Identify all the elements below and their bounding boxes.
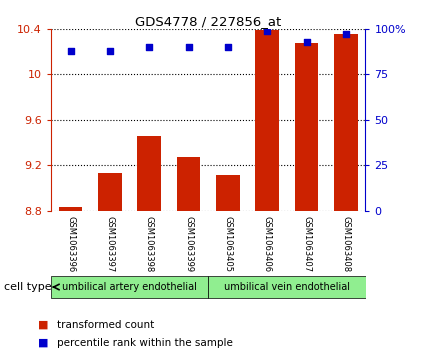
- Bar: [208, 276, 366, 298]
- Point: [224, 44, 231, 50]
- Bar: [137, 136, 161, 211]
- Text: percentile rank within the sample: percentile rank within the sample: [57, 338, 233, 348]
- Title: GDS4778 / 227856_at: GDS4778 / 227856_at: [135, 15, 281, 28]
- Text: GSM1063407: GSM1063407: [302, 216, 311, 272]
- Text: ■: ■: [38, 320, 49, 330]
- Point: [107, 48, 113, 54]
- Text: GSM1063398: GSM1063398: [145, 216, 154, 272]
- Bar: [51, 276, 208, 298]
- Bar: [98, 173, 122, 211]
- Text: GSM1063408: GSM1063408: [341, 216, 350, 272]
- Text: GSM1063405: GSM1063405: [224, 216, 232, 272]
- Text: transformed count: transformed count: [57, 320, 155, 330]
- Bar: [295, 43, 318, 211]
- Bar: [177, 157, 200, 211]
- Text: GSM1063396: GSM1063396: [66, 216, 75, 272]
- Text: GSM1063397: GSM1063397: [105, 216, 114, 272]
- Point: [303, 39, 310, 45]
- Text: umbilical vein endothelial: umbilical vein endothelial: [224, 282, 350, 292]
- Bar: [59, 207, 82, 211]
- Text: cell type: cell type: [4, 282, 52, 292]
- Text: GSM1063399: GSM1063399: [184, 216, 193, 272]
- Text: umbilical artery endothelial: umbilical artery endothelial: [62, 282, 197, 292]
- Bar: [216, 175, 240, 211]
- Bar: [255, 30, 279, 211]
- Point: [343, 32, 349, 37]
- Text: ■: ■: [38, 338, 49, 348]
- Point: [185, 44, 192, 50]
- Point: [146, 44, 153, 50]
- Bar: [334, 34, 357, 211]
- Point: [264, 28, 271, 34]
- Text: GSM1063406: GSM1063406: [263, 216, 272, 272]
- Point: [67, 48, 74, 54]
